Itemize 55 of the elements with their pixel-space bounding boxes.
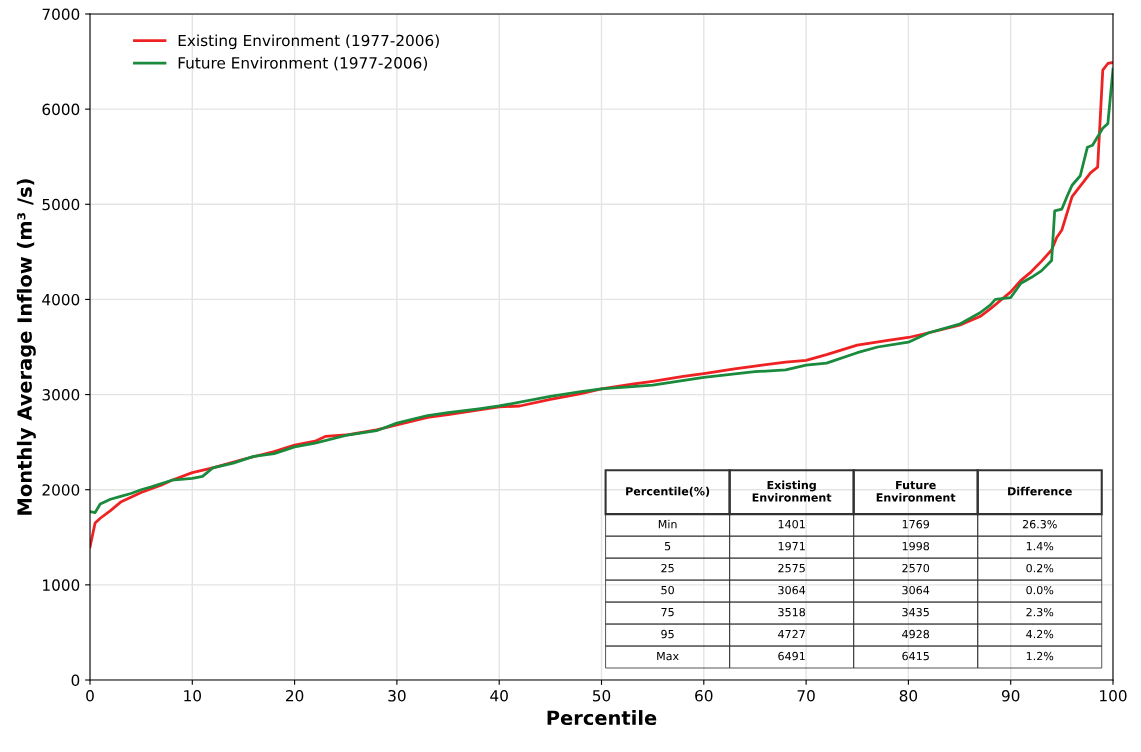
y-tick-label: 4000 [42, 293, 80, 306]
annotation: 1.2% [1026, 651, 1054, 661]
y-tick-label: 1000 [43, 579, 80, 591]
annotation: 1998 [902, 541, 930, 551]
x-tick-label: 80 [899, 689, 918, 702]
x-tick-label: 50 [592, 689, 611, 702]
annotation: 3518 [778, 607, 806, 617]
annotation: 4928 [902, 629, 930, 639]
annotation: 0.2% [1026, 563, 1054, 573]
y-tick-label: 3000 [42, 389, 80, 401]
annotation: 5 [664, 542, 671, 551]
y-axis-title: Monthly Average Inflow (m³ /s) [16, 179, 36, 515]
x-tick-label: 60 [695, 689, 713, 702]
x-tick-label: 20 [286, 689, 304, 702]
annotation: 3064 [902, 585, 930, 595]
x-tick-label: 70 [797, 689, 815, 702]
annotation: 1.4% [1026, 541, 1054, 551]
annotation: 2570 [902, 563, 930, 573]
x-tick-label: 100 [1100, 689, 1127, 702]
annotation: 3435 [902, 607, 929, 617]
legend-label: Future Environment (1977-2006) [178, 56, 427, 71]
annotation: 2575 [778, 563, 805, 573]
annotation: 50 [661, 585, 674, 595]
annotation: 0.0% [1026, 585, 1054, 595]
annotation: Difference [1008, 486, 1072, 496]
annotation: 1971 [778, 541, 805, 551]
annotation: 25 [661, 563, 674, 573]
y-tick-label: 7000 [42, 8, 80, 21]
annotation: 3064 [778, 585, 806, 595]
y-tick-label: 2000 [42, 484, 80, 496]
x-tick-label: 0 [86, 689, 94, 702]
annotation: 4727 [778, 629, 805, 639]
x-tick-label: 30 [388, 689, 406, 702]
legend-label: Existing Environment (1977-2006) [178, 34, 439, 50]
annotation: 6491 [778, 651, 805, 661]
x-tick-label: 90 [1001, 689, 1020, 702]
x-tick-label: 40 [490, 689, 508, 702]
y-tick-label: 6000 [42, 103, 80, 116]
annotation: Percentile(%) [626, 486, 710, 497]
annotation: Future Environment [876, 480, 956, 502]
x-tick-label: 10 [184, 689, 202, 702]
annotation: 1769 [902, 519, 930, 529]
annotation: Min [658, 519, 677, 529]
annotation: 1401 [778, 519, 805, 529]
annotation: 6415 [902, 651, 929, 661]
annotation: 4.2% [1026, 629, 1054, 639]
annotation: 95 [661, 629, 674, 639]
annotation: 75 [661, 608, 674, 617]
annotation: 2.3% [1026, 607, 1054, 617]
annotation: Max [657, 651, 679, 661]
y-tick-label: 0 [71, 674, 80, 687]
y-tick-label: 5000 [42, 198, 80, 211]
annotation: 26.3% [1022, 519, 1057, 529]
annotation: Existing Environment [752, 480, 832, 502]
x-axis-title: Percentile [547, 710, 657, 726]
